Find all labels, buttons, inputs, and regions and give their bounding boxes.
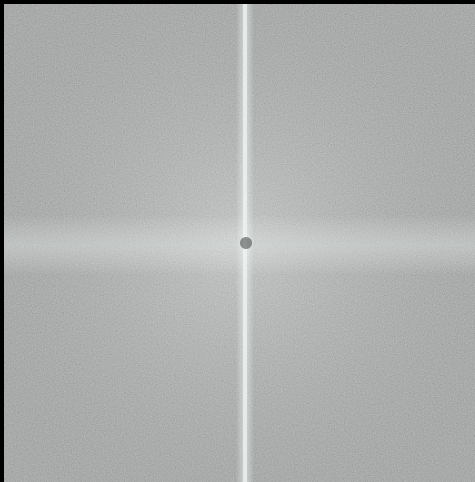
spectrum-view — [0, 0, 475, 482]
center-dot — [240, 237, 252, 249]
page: (() => { const data = JSON.parse(documen… — [0, 0, 475, 482]
